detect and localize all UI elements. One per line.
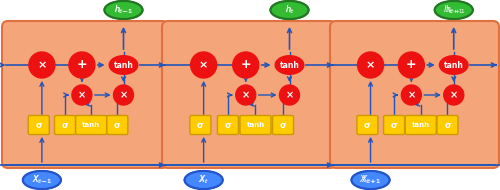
FancyBboxPatch shape [240, 116, 271, 135]
FancyBboxPatch shape [107, 116, 128, 135]
Circle shape [236, 85, 256, 105]
Circle shape [29, 52, 55, 78]
Circle shape [69, 52, 95, 78]
Ellipse shape [274, 55, 304, 75]
Text: +: + [406, 59, 416, 71]
Ellipse shape [435, 1, 473, 19]
Text: tanh: tanh [82, 122, 100, 128]
Text: $h_{t+1}$: $h_{t+1}$ [444, 4, 463, 16]
Circle shape [72, 85, 92, 105]
Text: tanh: tanh [114, 60, 134, 70]
Ellipse shape [435, 1, 473, 19]
FancyBboxPatch shape [384, 116, 404, 135]
Text: +: + [240, 59, 251, 71]
Ellipse shape [104, 1, 142, 19]
Circle shape [402, 85, 421, 105]
FancyBboxPatch shape [330, 21, 499, 168]
Text: +: + [76, 59, 87, 71]
Ellipse shape [108, 55, 138, 75]
Text: $X_{tt+1}$: $X_{tt+1}$ [359, 174, 382, 186]
Text: $X_{t-1}$: $X_{t-1}$ [32, 174, 52, 186]
Ellipse shape [439, 55, 469, 75]
Circle shape [444, 85, 464, 105]
FancyBboxPatch shape [437, 116, 458, 135]
Ellipse shape [270, 1, 308, 19]
Text: $X_{t}$: $X_{t}$ [198, 174, 209, 186]
Text: ×: × [366, 60, 375, 70]
Text: ×: × [408, 90, 416, 100]
Circle shape [190, 52, 216, 78]
Ellipse shape [23, 171, 61, 189]
Ellipse shape [23, 171, 61, 189]
Text: σ: σ [197, 120, 203, 130]
Text: σ: σ [224, 120, 232, 130]
Circle shape [398, 52, 424, 78]
Circle shape [280, 85, 299, 105]
FancyBboxPatch shape [2, 21, 168, 168]
Ellipse shape [270, 1, 308, 19]
Text: σ: σ [444, 120, 451, 130]
Text: $X_t$: $X_t$ [198, 174, 208, 186]
Circle shape [358, 52, 384, 78]
Text: tanh: tanh [280, 60, 299, 70]
FancyBboxPatch shape [190, 116, 211, 135]
Ellipse shape [184, 171, 222, 189]
Text: ×: × [286, 90, 294, 100]
FancyBboxPatch shape [76, 116, 106, 135]
Circle shape [114, 85, 134, 105]
Text: $h_{t}$: $h_{t}$ [284, 4, 294, 16]
FancyBboxPatch shape [272, 116, 293, 135]
Text: ×: × [78, 90, 86, 100]
Text: tanh: tanh [444, 60, 464, 70]
FancyBboxPatch shape [357, 116, 378, 135]
Text: ×: × [37, 60, 46, 70]
Text: $h_{tt+1}$: $h_{tt+1}$ [442, 4, 465, 16]
Text: ×: × [450, 90, 458, 100]
Text: σ: σ [114, 120, 120, 130]
Text: ×: × [199, 60, 208, 70]
Text: $h_t$: $h_t$ [285, 4, 294, 16]
Text: σ: σ [280, 120, 286, 130]
Text: tanh: tanh [412, 122, 430, 128]
Ellipse shape [104, 1, 142, 19]
FancyBboxPatch shape [218, 116, 238, 135]
Ellipse shape [184, 171, 222, 189]
Text: $h_{t-1}$: $h_{t-1}$ [114, 4, 132, 16]
Circle shape [233, 52, 259, 78]
FancyBboxPatch shape [162, 21, 336, 168]
Text: σ: σ [364, 120, 370, 130]
Text: $X_{t+1}$: $X_{t+1}$ [361, 174, 380, 186]
FancyBboxPatch shape [28, 116, 50, 135]
Text: tanh: tanh [246, 122, 264, 128]
Ellipse shape [352, 171, 390, 189]
Text: ×: × [120, 90, 128, 100]
Text: σ: σ [62, 120, 68, 130]
FancyBboxPatch shape [406, 116, 436, 135]
Text: σ: σ [36, 120, 42, 130]
Text: $X_{t-1}$: $X_{t-1}$ [32, 174, 52, 186]
Ellipse shape [352, 171, 390, 189]
Text: $h_{t-1}$: $h_{t-1}$ [114, 4, 134, 16]
FancyBboxPatch shape [54, 116, 76, 135]
Text: ×: × [242, 90, 250, 100]
Text: σ: σ [391, 120, 398, 130]
